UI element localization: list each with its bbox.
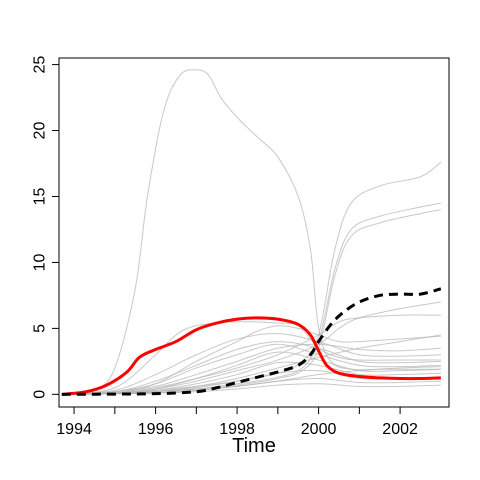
series-line-gray-5 [61,321,441,395]
series-line-gray-1 [61,69,441,395]
series-line-gray-16 [61,333,441,395]
x-tick-label: 2000 [301,421,337,438]
y-tick-label: 15 [32,187,49,205]
series-line-gray-7 [61,314,441,395]
x-axis-title: Time [232,435,276,457]
x-tick-label: 1994 [56,421,92,438]
x-tick-label: 1998 [219,421,255,438]
series-line-red [61,316,441,396]
series-line-gray-17 [61,341,441,395]
series-line-gray-19 [61,366,441,395]
plot-frame [58,57,450,408]
x-tick-label: 2002 [382,421,418,438]
y-tick-label: 0 [32,390,49,399]
series-line-dashed [61,287,442,396]
x-tick-label: 1996 [138,421,174,438]
axes-layer: 1994 1996 1998 2000 2002 0 5 10 15 20 25 [32,56,450,438]
y-tick-label: 10 [32,253,49,271]
y-tick-label: 25 [32,56,49,74]
y-tick-label: 20 [32,122,49,140]
series-layer [61,69,442,396]
series-line-gray-9 [61,343,441,395]
series-line-gray-10 [61,343,441,395]
y-tick-label: 5 [32,324,49,333]
